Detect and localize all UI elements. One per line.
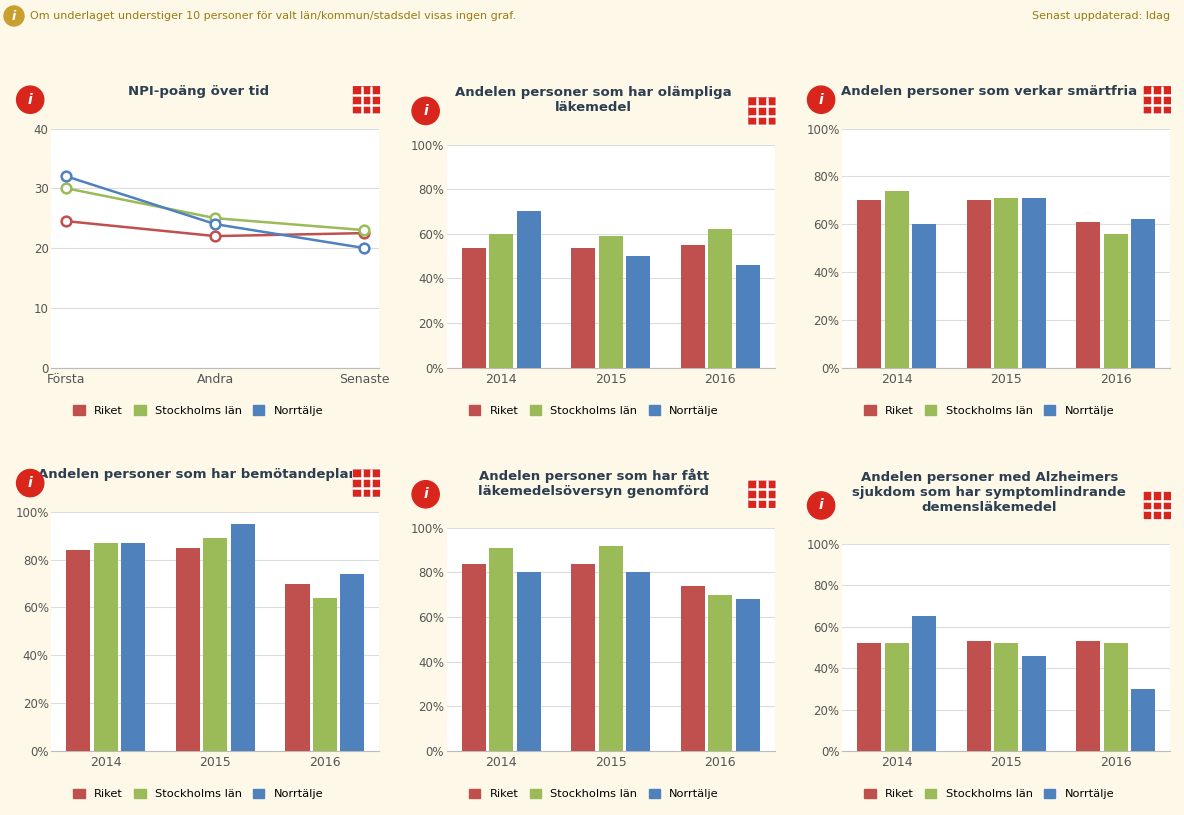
Bar — [626, 572, 650, 751]
Bar — [94, 543, 118, 751]
Bar — [462, 563, 485, 751]
Bar — [176, 548, 200, 751]
Bar — [967, 641, 991, 751]
Bar — [995, 198, 1018, 368]
Bar — [516, 572, 541, 751]
Legend: Riket, Stockholms län, Norrtälje: Riket, Stockholms län, Norrtälje — [864, 789, 1114, 800]
Bar — [231, 524, 255, 751]
Bar — [572, 563, 596, 751]
Text: Andelen personer som har bemötandeplan: Andelen personer som har bemötandeplan — [38, 468, 359, 481]
Bar — [516, 211, 541, 368]
Bar — [121, 543, 146, 751]
Bar — [313, 598, 337, 751]
Text: NPI-poäng över tid: NPI-poäng över tid — [128, 85, 269, 98]
Bar — [857, 643, 881, 751]
Legend: Riket, Stockholms län, Norrtälje: Riket, Stockholms län, Norrtälje — [864, 405, 1114, 416]
Legend: Riket, Stockholms län, Norrtälje: Riket, Stockholms län, Norrtälje — [469, 405, 719, 416]
Bar — [681, 244, 704, 368]
FancyBboxPatch shape — [353, 469, 381, 497]
Bar — [340, 574, 365, 751]
Legend: Riket, Stockholms län, Norrtälje: Riket, Stockholms län, Norrtälje — [73, 405, 323, 416]
Bar — [857, 200, 881, 368]
Legend: Riket, Stockholms län, Norrtälje: Riket, Stockholms län, Norrtälje — [73, 789, 323, 800]
Text: i: i — [423, 487, 429, 501]
Text: i: i — [423, 104, 429, 118]
Circle shape — [807, 492, 835, 519]
FancyBboxPatch shape — [748, 480, 777, 509]
Bar — [572, 249, 596, 368]
Text: Andelen personer som har fått
läkemedelsöversyn genomförd: Andelen personer som har fått läkemedels… — [478, 469, 709, 498]
FancyBboxPatch shape — [748, 97, 777, 126]
Bar — [912, 224, 937, 368]
Bar — [462, 249, 485, 368]
Bar — [1103, 643, 1128, 751]
Circle shape — [4, 6, 24, 26]
Bar — [599, 546, 623, 751]
Bar — [708, 595, 733, 751]
Bar — [735, 265, 760, 368]
Bar — [285, 584, 309, 751]
Text: i: i — [27, 93, 33, 107]
Text: i: i — [818, 499, 824, 513]
Bar — [204, 538, 227, 751]
Text: i: i — [818, 93, 824, 107]
Bar — [489, 234, 514, 368]
Bar — [708, 229, 733, 368]
Text: Andelen personer som verkar smärtfria: Andelen personer som verkar smärtfria — [841, 85, 1138, 98]
Bar — [912, 616, 937, 751]
Bar — [599, 236, 623, 368]
Bar — [995, 643, 1018, 751]
Bar — [489, 548, 514, 751]
Bar — [735, 599, 760, 751]
Bar — [626, 256, 650, 368]
Circle shape — [412, 481, 439, 508]
Bar — [967, 200, 991, 368]
Text: Andelen personer som har olämpliga
läkemedel: Andelen personer som har olämpliga läkem… — [456, 86, 732, 114]
Bar — [1131, 689, 1156, 751]
Text: i: i — [12, 10, 17, 23]
Circle shape — [807, 86, 835, 113]
Text: Senast uppdaterad: Idag: Senast uppdaterad: Idag — [1032, 11, 1170, 21]
Bar — [1103, 234, 1128, 368]
FancyBboxPatch shape — [353, 86, 381, 114]
Bar — [1022, 198, 1045, 368]
FancyBboxPatch shape — [1144, 491, 1172, 520]
FancyBboxPatch shape — [1144, 86, 1172, 114]
Bar — [1076, 222, 1100, 368]
Bar — [884, 643, 909, 751]
Bar — [884, 191, 909, 368]
Bar — [1022, 656, 1045, 751]
Text: Andelen personer med Alzheimers
sjukdom som har symptomlindrande
demensläkemedel: Andelen personer med Alzheimers sjukdom … — [852, 471, 1126, 513]
Circle shape — [17, 86, 44, 113]
Legend: Riket, Stockholms län, Norrtälje: Riket, Stockholms län, Norrtälje — [469, 789, 719, 800]
Bar — [66, 550, 90, 751]
Circle shape — [412, 97, 439, 125]
Bar — [681, 586, 704, 751]
Bar — [1076, 641, 1100, 751]
Text: i: i — [27, 476, 33, 490]
Bar — [1131, 219, 1156, 368]
Text: Om underlaget understiger 10 personer för valt län/kommun/stadsdel visas ingen g: Om underlaget understiger 10 personer fö… — [30, 11, 516, 21]
Circle shape — [17, 469, 44, 496]
